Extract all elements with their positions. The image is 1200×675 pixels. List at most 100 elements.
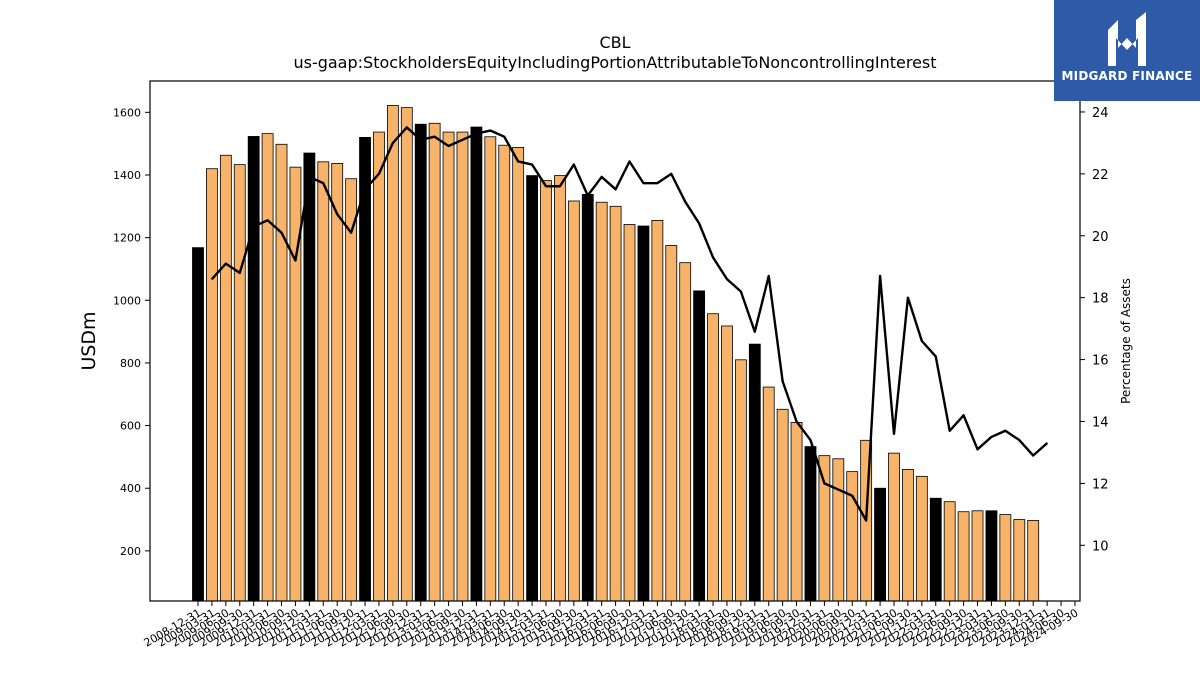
bar-2010-03-31 [261,133,274,602]
line-point-2016-09-30 [628,160,631,163]
line-point-2015-06-30 [559,185,561,187]
bar-2014-03-31 [484,136,497,602]
bar-series [192,105,1040,602]
line-point-2014-09-30 [517,160,519,163]
line-point-2013-09-30 [461,139,464,141]
bar-2013-09-30 [456,131,469,602]
line-point-2010-06-30 [280,232,283,234]
line-point-2011-12-31 [364,188,366,190]
line-point-2022-06-30 [949,430,951,432]
bar-2023-09-30 [1013,519,1026,602]
percentage-line-series [211,126,1048,522]
line-point-2020-09-30 [851,495,853,497]
y2-tick-label: 14 [1092,415,1109,430]
bar-2022-12-31 [971,510,984,602]
bar-2015-03-31 [540,180,552,602]
line-point-2018-12-31 [754,331,756,333]
bar-2022-09-30 [957,511,970,602]
line-point-2017-03-31 [656,182,658,184]
bar-2016-06-30 [609,205,622,602]
bar-2011-09-30 [345,178,358,602]
line-point-2009-06-30 [225,263,227,265]
y2-tick-label: 10 [1092,539,1109,554]
line-point-2016-12-31 [642,182,645,184]
bar-2022-06-30 [943,501,956,602]
line-point-2010-12-31 [308,176,310,178]
bar-2012-06-30 [386,105,399,602]
midgard-finance-logo: MIDGARD FINANCE [1054,0,1200,101]
bar-2019-03-31 [762,386,775,602]
bar-2019-09-30 [790,422,803,602]
bar-2021-09-30 [902,469,914,602]
bar-2014-12-31 [526,175,538,602]
bar-2021-12-31 [915,475,928,602]
chart-title: CBL [599,33,630,52]
bar-2017-06-30 [665,245,678,602]
line-point-2013-06-30 [447,145,450,147]
line-point-2023-12-31 [1032,454,1034,457]
line-point-2010-09-30 [294,259,297,262]
bar-2016-03-31 [595,201,608,602]
bar-2011-03-31 [317,161,330,602]
line-point-2017-12-31 [698,222,700,224]
y2-axis-label: Percentage of Assets [1119,278,1133,404]
bar-2018-03-31 [707,313,719,602]
y-tick-label: 800 [120,357,141,370]
logo-text: MIDGARD FINANCE [1061,69,1193,83]
line-point-2021-03-31 [879,275,881,277]
line-point-2014-12-31 [531,163,533,166]
y-axis-label: USDm [78,311,100,370]
bar-2012-12-31 [414,123,427,602]
line-point-2011-03-31 [322,182,324,184]
line-point-2010-03-31 [267,219,269,221]
bar-2020-09-30 [846,471,859,602]
bar-2018-09-30 [734,359,747,602]
plot-frame [149,80,1081,602]
bar-2020-03-31 [818,455,831,602]
bar-2016-09-30 [623,224,636,602]
bar-2021-03-31 [874,487,886,602]
line-point-2022-12-31 [976,448,979,450]
bar-2010-12-31 [303,152,316,602]
y-axis-right: 10 12 14 16 18 20 22 24 [1080,106,1109,554]
bar-2015-09-30 [567,200,580,602]
line-point-2017-09-30 [684,201,686,203]
y-tick-label: 1600 [113,106,141,119]
bar-2009-12-31 [247,136,260,602]
bar-2009-06-30 [219,154,232,602]
line-point-2018-09-30 [740,290,742,293]
y-tick-label: 1200 [113,232,141,245]
line-point-2019-09-30 [795,420,798,423]
line-point-2020-06-30 [837,488,839,491]
line-point-2021-09-30 [907,297,909,299]
line-point-2017-06-30 [670,173,672,175]
bar-2012-09-30 [400,107,413,602]
x-axis: 2008-12-312009-03-312009-06-302009-09-30… [142,601,1080,650]
line-point-2012-06-30 [392,142,394,144]
bar-2022-03-31 [929,497,942,602]
line-point-2013-03-31 [434,136,436,138]
line-point-2012-12-31 [420,139,422,141]
line-point-2009-12-31 [253,225,255,228]
line-point-2015-09-30 [573,163,575,166]
bar-2017-09-30 [679,262,692,602]
bar-2021-06-30 [888,452,900,602]
y2-tick-label: 22 [1092,168,1109,183]
bar-2013-12-31 [470,126,483,602]
line-point-2015-12-31 [587,194,589,197]
line-point-2012-03-31 [378,173,380,175]
bar-2016-12-31 [637,225,650,602]
line-point-2011-09-30 [350,232,352,234]
bar-2019-06-30 [776,408,789,602]
line-point-2014-06-30 [503,136,505,138]
bar-2015-12-31 [581,193,594,602]
line-point-2022-03-31 [935,355,937,358]
line-point-2018-06-30 [726,278,728,280]
bar-2019-12-31 [804,446,817,602]
bar-2010-06-30 [275,143,288,602]
y-tick-label: 1400 [113,169,141,182]
bar-2009-03-31 [206,168,218,602]
y-tick-label: 400 [120,482,141,495]
bar-2017-12-31 [693,290,706,602]
